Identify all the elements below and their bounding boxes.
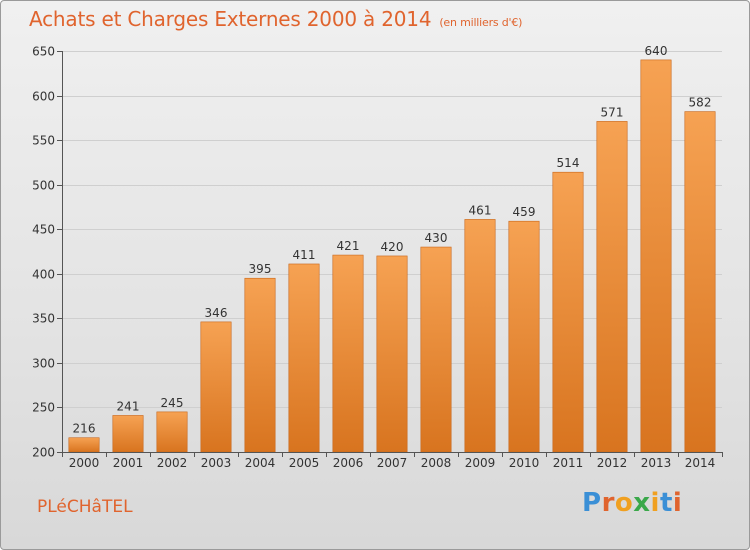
bar-value-label: 346 (205, 306, 228, 320)
y-tick-label: 350 (32, 312, 55, 326)
bar-2006 (332, 254, 364, 453)
commune-name: PLéCHâTEL (37, 497, 133, 517)
bar-2013 (640, 59, 672, 453)
bar-value-label: 411 (293, 248, 316, 262)
y-tick-label: 600 (32, 90, 55, 104)
bar-value-label: 459 (513, 205, 536, 219)
logo-letter: t (659, 488, 673, 518)
x-tick-label: 2010 (509, 456, 540, 470)
bar-value-label: 640 (645, 44, 668, 58)
bar-value-label: 241 (117, 399, 140, 413)
bar-value-label: 582 (689, 96, 712, 110)
x-tick-label: 2004 (245, 456, 276, 470)
x-tick-label: 2002 (157, 456, 188, 470)
bar-2004 (244, 277, 276, 453)
bar-2001 (112, 415, 144, 453)
bar-2005 (288, 263, 320, 453)
x-tick-label: 2007 (377, 456, 408, 470)
bar-value-label: 395 (249, 262, 272, 276)
x-tick-label: 2009 (465, 456, 496, 470)
proxiti-logo: Proxiti (582, 488, 682, 518)
bar-2007 (376, 255, 408, 453)
bar-value-label: 571 (601, 105, 624, 119)
bar-2011 (552, 171, 584, 453)
x-tick-label: 2000 (69, 456, 100, 470)
chart-title: Achats et Charges Externes 2000 à 2014 (e… (29, 7, 522, 31)
bar-value-label: 421 (337, 239, 360, 253)
logo-letter: x (633, 488, 651, 518)
y-tick-label: 200 (32, 446, 55, 460)
bar-2014 (684, 111, 716, 453)
bar-2002 (156, 411, 188, 453)
bar-2008 (420, 246, 452, 453)
bar-value-label: 430 (425, 231, 448, 245)
chart-title-text: Achats et Charges Externes 2000 à 2014 (29, 7, 432, 31)
x-tick-label: 2001 (113, 456, 144, 470)
x-tick-label: 2008 (421, 456, 452, 470)
y-tick-label: 550 (32, 134, 55, 148)
y-tick-label: 300 (32, 357, 55, 371)
bar-2000 (68, 437, 100, 453)
bar-value-label: 461 (469, 203, 492, 217)
bar-2009 (464, 219, 496, 453)
x-tick-label: 2011 (553, 456, 584, 470)
bar-value-label: 216 (73, 422, 96, 436)
x-tick-label: 2006 (333, 456, 364, 470)
y-tick-label: 650 (32, 45, 55, 59)
bar-2012 (596, 121, 628, 453)
x-tick-label: 2013 (641, 456, 672, 470)
axis-layer: 200 250 300 350 400 450 500 550 600 650 2000 2001 20… (32, 45, 723, 470)
y-tick-label: 400 (32, 268, 55, 282)
logo-letter: r (601, 488, 615, 518)
y-tick-label: 450 (32, 223, 55, 237)
bar-2003 (200, 321, 232, 453)
bar-value-label: 514 (557, 156, 580, 170)
x-tick-label: 2005 (289, 456, 320, 470)
bar-2010 (508, 220, 540, 453)
bar-value-label: 245 (161, 396, 184, 410)
x-tick-label: 2014 (685, 456, 716, 470)
logo-letter: o (614, 488, 634, 518)
bars-layer: 216 241 245 346 395 411 421 420 430 461 459 514 571 6… (68, 44, 716, 453)
logo-letter: i (672, 488, 683, 518)
chart-unit: (en milliers d'€) (439, 16, 523, 29)
logo-letter: i (650, 488, 660, 518)
y-tick-label: 500 (32, 179, 55, 193)
bar-value-label: 420 (381, 240, 404, 254)
x-tick-label: 2003 (201, 456, 232, 470)
logo-letter: P (582, 488, 602, 518)
x-tick-label: 2012 (597, 456, 628, 470)
y-tick-label: 250 (32, 401, 55, 415)
